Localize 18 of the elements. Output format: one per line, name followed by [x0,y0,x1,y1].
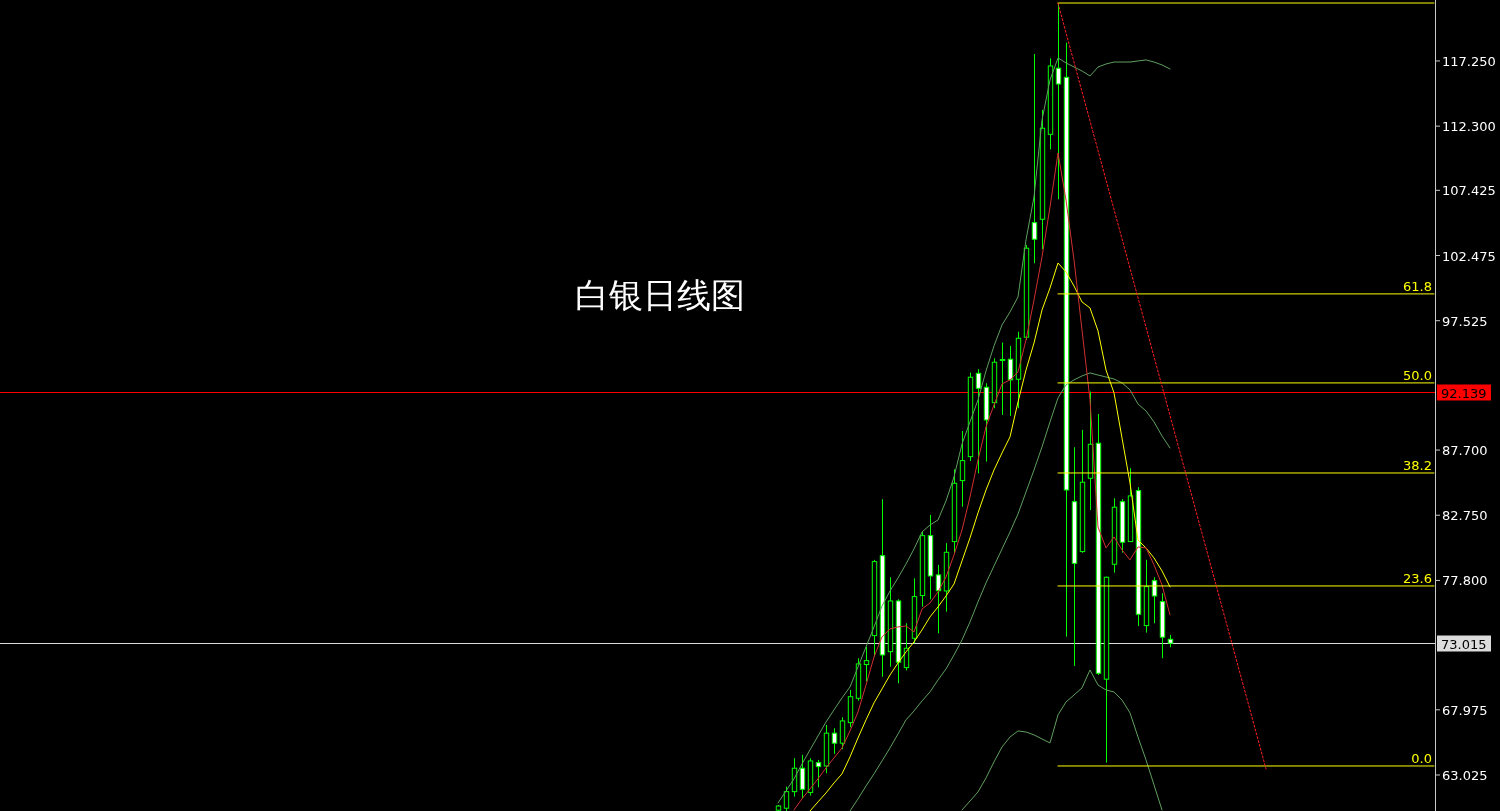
y-tick-label: 117.250 [1442,53,1496,69]
text: 白银日线图 [575,275,745,315]
y-tick-label: 77.800 [1442,573,1488,589]
y-tick-label: 82.750 [1442,508,1488,524]
series-label: 50.0 [1403,367,1432,383]
y-tick-label: 87.700 [1442,443,1488,459]
series-label: 23.6 [1403,570,1432,586]
y-tick-label: 112.300 [1442,119,1496,135]
series-label: 0.0 [1411,750,1432,766]
series-label: 61.8 [1403,278,1432,294]
ref-line-label: 73.015 [1441,636,1487,652]
y-tick-label: 97.525 [1442,313,1488,329]
y-tick-label: 107.425 [1442,183,1496,199]
ref-line-label: 92.139 [1441,385,1487,401]
y-tick-label: 67.975 [1442,702,1488,718]
series-label: 38.2 [1403,457,1432,473]
y-tick-label: 102.475 [1442,248,1496,264]
y-tick-label: 63.025 [1442,767,1488,783]
